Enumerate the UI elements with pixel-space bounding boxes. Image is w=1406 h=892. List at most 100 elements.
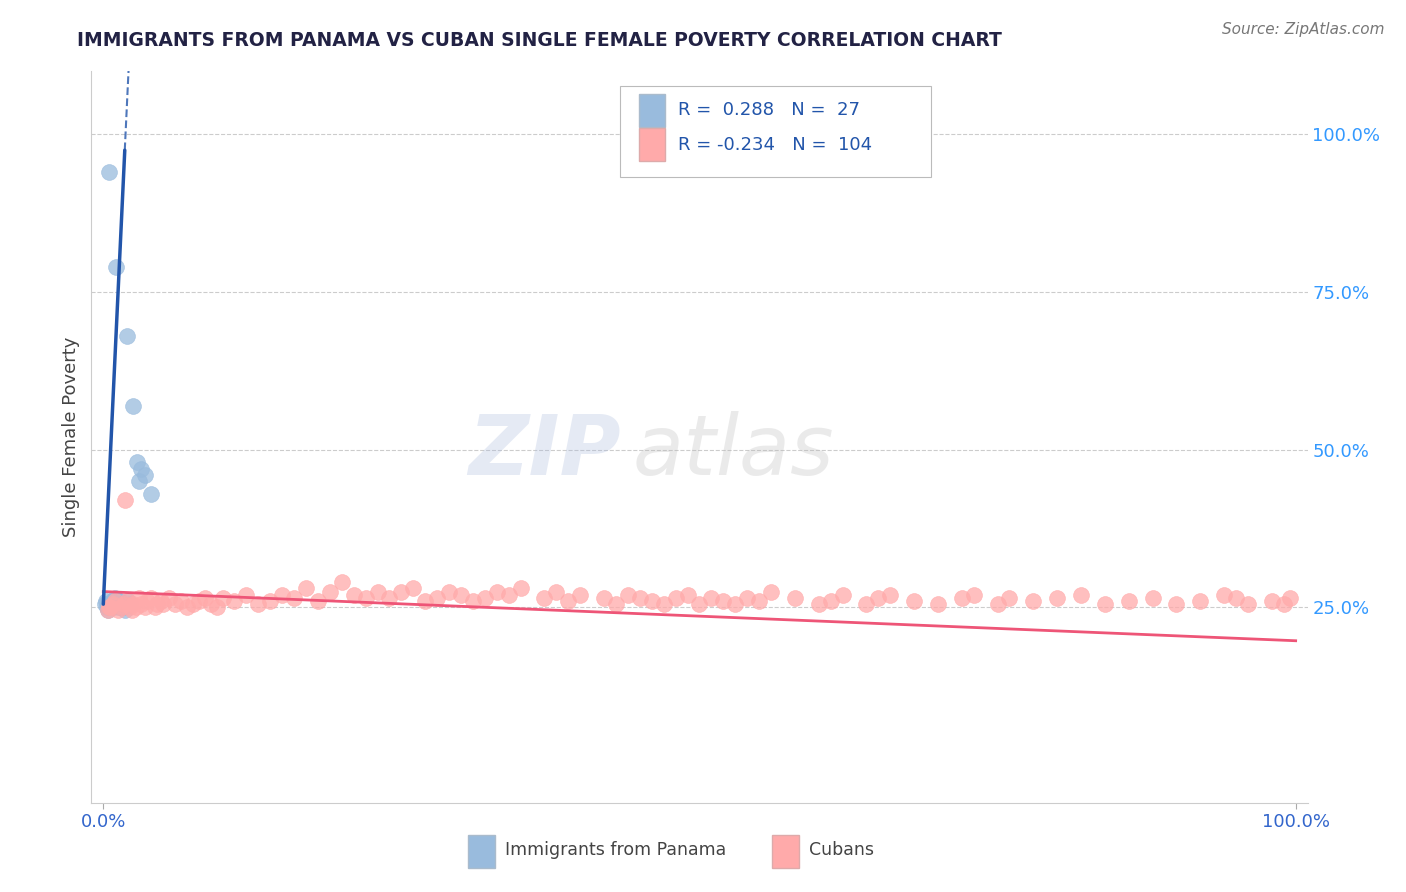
Point [831, 588, 853, 602]
Point [105, 260, 128, 274]
Point [879, 588, 901, 602]
Y-axis label: Single Female Poverty: Single Female Poverty [62, 337, 80, 537]
Point [402, 582, 425, 596]
Point [1118, 594, 1140, 608]
Point [295, 582, 318, 596]
Text: Cubans: Cubans [808, 841, 875, 859]
Point [617, 588, 640, 602]
Point [131, 597, 153, 611]
Point [118, 600, 141, 615]
Point [100, 597, 122, 611]
Point [128, 474, 150, 488]
Text: ZIP: ZIP [468, 411, 620, 492]
Point [122, 399, 145, 413]
Point [94, 594, 117, 608]
Point [110, 600, 132, 615]
Point [533, 591, 555, 605]
Point [205, 600, 228, 615]
Point [139, 591, 162, 605]
Point [98, 600, 121, 615]
Point [93, 597, 115, 611]
Point [557, 594, 579, 608]
Point [461, 594, 484, 608]
Point [868, 591, 890, 605]
Point [330, 575, 353, 590]
Point [724, 597, 747, 611]
Point [103, 597, 125, 611]
Point [927, 597, 949, 611]
Point [114, 603, 136, 617]
Point [378, 591, 401, 605]
Point [112, 597, 135, 611]
Point [855, 597, 877, 611]
Point [998, 591, 1021, 605]
Point [124, 600, 146, 615]
Point [735, 591, 758, 605]
Point [641, 594, 664, 608]
Point [143, 600, 166, 615]
Point [101, 600, 124, 615]
Point [181, 597, 204, 611]
Point [107, 603, 129, 617]
Point [118, 597, 141, 611]
Point [628, 591, 651, 605]
Point [546, 584, 568, 599]
Point [170, 594, 193, 608]
Point [569, 588, 592, 602]
Point [1070, 588, 1092, 602]
Point [107, 600, 129, 615]
FancyBboxPatch shape [620, 86, 931, 178]
Point [367, 584, 389, 599]
Point [1094, 597, 1116, 611]
Point [100, 594, 122, 608]
Point [139, 487, 162, 501]
Point [125, 455, 148, 469]
Point [1261, 594, 1284, 608]
Point [149, 594, 172, 608]
Point [115, 329, 138, 343]
Point [152, 597, 174, 611]
Point [259, 594, 281, 608]
Point [98, 165, 121, 179]
Point [474, 591, 496, 605]
Point [100, 600, 122, 615]
Text: R =  0.288   N =  27: R = 0.288 N = 27 [678, 101, 859, 120]
Point [114, 493, 136, 508]
Text: Source: ZipAtlas.com: Source: ZipAtlas.com [1222, 22, 1385, 37]
Point [676, 588, 699, 602]
Point [783, 591, 806, 605]
Point [343, 588, 366, 602]
Point [146, 597, 169, 611]
Point [1272, 597, 1295, 611]
Point [413, 594, 436, 608]
Point [1022, 594, 1045, 608]
Point [108, 597, 131, 611]
Point [128, 591, 150, 605]
Point [211, 591, 233, 605]
Point [101, 597, 124, 611]
Point [187, 594, 209, 608]
Point [163, 597, 186, 611]
Point [235, 588, 257, 602]
Point [134, 467, 156, 482]
Point [1278, 591, 1301, 605]
Point [987, 597, 1010, 611]
Point [1189, 594, 1212, 608]
Text: IMMIGRANTS FROM PANAMA VS CUBAN SINGLE FEMALE POVERTY CORRELATION CHART: IMMIGRANTS FROM PANAMA VS CUBAN SINGLE F… [77, 31, 1002, 50]
Point [1046, 591, 1069, 605]
Point [1225, 591, 1247, 605]
Bar [638, 94, 665, 127]
Point [593, 591, 616, 605]
Point [1142, 591, 1164, 605]
Point [96, 600, 118, 615]
Point [605, 597, 627, 611]
Point [110, 600, 132, 615]
Point [283, 591, 305, 605]
Text: Immigrants from Panama: Immigrants from Panama [505, 841, 725, 859]
Point [224, 594, 246, 608]
Point [307, 594, 329, 608]
Point [807, 597, 830, 611]
Bar [468, 835, 495, 868]
Bar [772, 835, 799, 868]
Point [759, 584, 782, 599]
